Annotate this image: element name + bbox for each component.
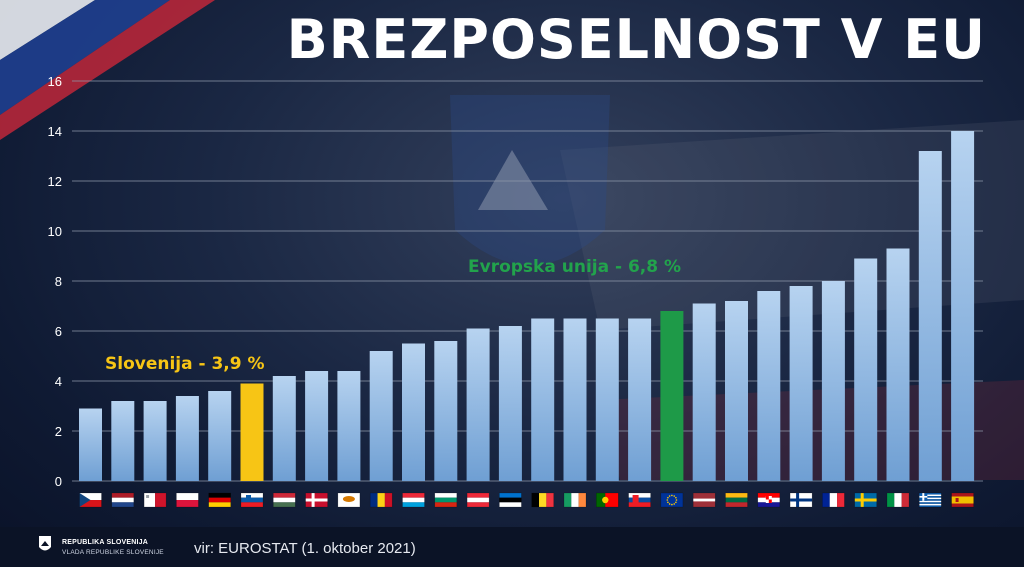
flag-de-icon (208, 492, 231, 508)
bar-ireland (563, 318, 587, 481)
bar-cyprus (337, 371, 361, 481)
y-tick-label: 2 (55, 424, 62, 439)
bar-greece (918, 151, 942, 481)
bar-bulgaria (434, 341, 458, 481)
flag-lu-icon (402, 492, 425, 508)
bar-sweden (854, 258, 878, 481)
bar-netherlands (111, 401, 135, 481)
bar-portugal (595, 318, 619, 481)
page-title: BREZPOSELNOST V EU (286, 8, 986, 71)
flag-ee-icon (499, 492, 522, 508)
flag-lt-icon (725, 492, 748, 508)
bar-france (821, 281, 845, 481)
bar-slovenia (240, 383, 264, 481)
y-tick-label: 14 (48, 124, 62, 139)
flag-be-icon (531, 492, 554, 508)
flag-ro-icon (369, 492, 393, 508)
y-tick-label: 8 (55, 274, 62, 289)
org-name: REPUBLIKA SLOVENIJA (62, 539, 148, 546)
source-note: vir: EUROSTAT (1. oktober 2021) (194, 540, 416, 557)
flag-gr-icon (919, 492, 942, 508)
flag-nl-icon (111, 492, 135, 508)
flag-fr-icon (822, 492, 845, 508)
flag-cz-icon (79, 492, 102, 508)
flag-ie-icon (563, 492, 587, 508)
flag-at-icon (466, 492, 490, 508)
flag-hr-icon (757, 492, 781, 508)
bar-slovakia (628, 318, 652, 481)
y-tick-label: 0 (55, 474, 62, 489)
org-subtitle: VLADA REPUBLIKE SLOVENIJE (62, 549, 164, 556)
flag-es-icon (951, 492, 974, 508)
flag-mt-icon (143, 492, 167, 508)
bar-hungary (272, 376, 296, 481)
bar-czech-republic (79, 408, 102, 481)
bar-italy (886, 248, 910, 481)
footer: REPUBLIKA SLOVENIJA VLADA REPUBLIKE SLOV… (0, 527, 1024, 567)
flag-lv-icon (692, 492, 716, 508)
flag-cy-icon (337, 492, 361, 508)
flag-bg-icon (434, 492, 458, 508)
annotation-slovenia-label: Slovenija - 3,9 % (105, 354, 265, 374)
y-tick-label: 4 (55, 374, 62, 389)
coat-of-arms-icon (39, 536, 51, 551)
flag-fi-icon (789, 492, 813, 508)
y-tick-label: 12 (48, 174, 62, 189)
bar-estonia (498, 326, 522, 481)
bar-denmark (305, 371, 329, 481)
bar-latvia (692, 303, 716, 481)
bar-luxembourg (402, 343, 425, 481)
flag-eu-icon (660, 492, 684, 508)
flag-hu-icon (273, 492, 296, 508)
bar-spain (951, 131, 975, 481)
bar-lithuania (725, 301, 748, 481)
bar-finland (789, 286, 813, 481)
y-tick-label: 6 (55, 324, 62, 339)
flag-si-icon (240, 492, 264, 508)
flag-pt-icon (596, 492, 619, 508)
bar-croatia (757, 291, 781, 481)
bar-eu (660, 311, 684, 481)
annotation-eu-label: Evropska unija - 6,8 % (468, 257, 681, 277)
flag-it-icon (886, 492, 910, 508)
bar-malta (143, 401, 167, 481)
flag-se-icon (854, 492, 877, 508)
bar-belgium (531, 318, 555, 481)
bar-austria (466, 328, 490, 481)
bar-romania (369, 351, 393, 481)
bar-poland (175, 396, 199, 481)
flag-pl-icon (176, 492, 199, 508)
flag-dk-icon (305, 492, 328, 508)
y-tick-label: 16 (48, 74, 62, 89)
bar-chart: 0 2 4 6 8 10 12 14 16 Slovenija - 3,9 % Evropska u… (48, 74, 983, 508)
y-tick-label: 10 (48, 224, 62, 239)
flag-sk-icon (628, 492, 651, 508)
bar-germany (208, 391, 232, 481)
